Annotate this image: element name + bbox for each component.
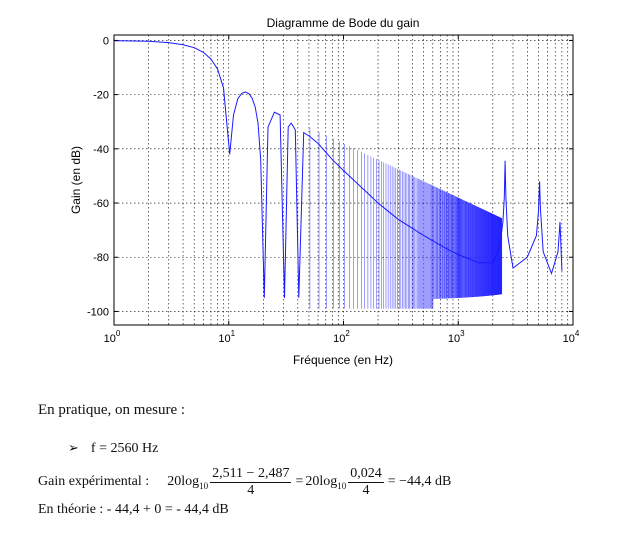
- gain-label: Gain expérimental :: [38, 474, 150, 489]
- fraction-2-denominator: 4: [362, 482, 370, 498]
- log-prefix-2: 20log10: [305, 473, 347, 491]
- arrow-bullet-icon: ➢: [68, 441, 79, 456]
- fraction-2-numerator: 0,024: [348, 465, 384, 483]
- gain-result: = −44,4 dB: [387, 474, 452, 489]
- y-tick-label: -60: [93, 198, 109, 210]
- x-tick-exponent: 3: [460, 329, 465, 338]
- y-tick-label: -20: [93, 90, 109, 102]
- y-tick-label: -80: [93, 252, 109, 264]
- gain-curve: [113, 40, 563, 309]
- x-tick-label: 101: [218, 329, 235, 345]
- x-tick-exponent: 0: [116, 329, 121, 338]
- x-tick-label: 100: [104, 329, 121, 345]
- gain-fringes: [309, 127, 503, 309]
- x-tick-exponent: 2: [345, 329, 350, 338]
- x-tick-label: 102: [333, 329, 350, 345]
- fraction-1-denominator: 4: [247, 482, 255, 498]
- fraction-1: 2,511 − 2,487 4: [210, 465, 292, 499]
- y-tick-label: -100: [87, 306, 109, 318]
- x-tick-exponent: 1: [231, 329, 236, 338]
- y-tick-label: -40: [93, 144, 109, 156]
- x-axis-label: Fréquence (en Hz): [293, 353, 393, 367]
- intro-text: En pratique, on mesure :: [38, 402, 186, 418]
- log-prefix-1: 20log10: [167, 473, 209, 491]
- y-tick-label: 0: [103, 35, 109, 47]
- y-axis-label: Gain (en dB): [69, 146, 83, 214]
- x-tick-label: 103: [448, 329, 465, 345]
- x-tick-exponent: 4: [575, 329, 580, 338]
- bullet-text: f = 2560 Hz: [90, 441, 159, 456]
- theory-text: En théorie : - 44,4 + 0 = - 44,4 dB: [38, 502, 229, 517]
- x-tick-label: 104: [563, 329, 580, 345]
- measurement-bullet: ➢ f = 2560 Hz: [68, 441, 158, 457]
- gain-curve-line: [113, 40, 563, 298]
- fraction-1-numerator: 2,511 − 2,487: [210, 465, 292, 483]
- fraction-2: 0,024 4: [348, 466, 384, 499]
- chart-grid: [114, 35, 573, 325]
- equals-sign: =: [295, 474, 304, 489]
- chart-title: Diagramme de Bode du gain: [267, 16, 420, 30]
- gain-formula: Gain expérimental : 20log10 2,511 − 2,48…: [38, 460, 451, 504]
